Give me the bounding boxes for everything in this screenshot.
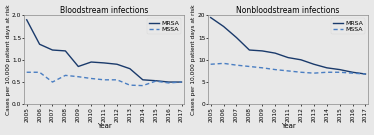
MSSA [273,69,278,70]
MSSA [115,79,119,81]
MRSA [312,63,316,65]
MRSA [273,52,278,54]
Line: MSSA: MSSA [211,63,365,74]
MRSA [50,49,55,51]
MRSA [363,73,368,75]
MSSA [260,67,264,69]
MSSA [24,71,29,73]
MRSA [286,57,290,58]
MRSA [260,50,264,52]
MSSA [350,72,355,74]
MSSA [37,71,42,73]
MRSA [76,66,80,67]
MRSA [299,59,303,61]
MSSA [102,79,106,81]
Line: MRSA: MRSA [27,20,181,82]
MSSA [141,85,145,86]
MRSA [102,62,106,64]
Title: Nonbloodstream infections: Nonbloodstream infections [236,6,340,15]
MRSA [24,19,29,21]
Y-axis label: Cases per 10,000 patient days at risk: Cases per 10,000 patient days at risk [191,4,196,115]
MSSA [50,81,55,83]
MSSA [312,72,316,74]
MRSA [166,81,171,83]
MSSA [208,63,213,65]
MSSA [286,70,290,72]
MRSA [115,63,119,65]
MRSA [153,80,158,82]
MSSA [63,75,68,76]
MSSA [234,64,239,66]
MSSA [299,71,303,73]
MRSA [247,49,252,51]
MSSA [179,81,184,83]
Title: Bloodstream infections: Bloodstream infections [60,6,148,15]
MSSA [247,66,252,67]
Legend: MRSA, MSSA: MRSA, MSSA [147,18,181,34]
X-axis label: Year: Year [281,123,295,129]
Line: MRSA: MRSA [211,18,365,74]
MSSA [76,76,80,77]
MRSA [128,68,132,70]
MRSA [234,37,239,38]
Line: MSSA: MSSA [27,72,181,86]
MSSA [128,84,132,86]
MRSA [89,61,94,63]
MRSA [208,17,213,18]
Legend: MRSA, MSSA: MRSA, MSSA [331,18,365,34]
MSSA [221,63,226,64]
MSSA [363,73,368,75]
MRSA [63,50,68,52]
MRSA [37,43,42,45]
MRSA [337,69,342,70]
MSSA [166,82,171,84]
X-axis label: Year: Year [97,123,111,129]
MSSA [153,80,158,82]
MSSA [337,71,342,73]
MSSA [325,71,329,73]
MSSA [89,78,94,79]
MRSA [325,67,329,69]
MRSA [350,71,355,73]
MRSA [141,79,145,81]
MRSA [179,81,184,83]
Y-axis label: Cases per 10,000 patient days at risk: Cases per 10,000 patient days at risk [6,4,10,115]
MRSA [221,26,226,27]
